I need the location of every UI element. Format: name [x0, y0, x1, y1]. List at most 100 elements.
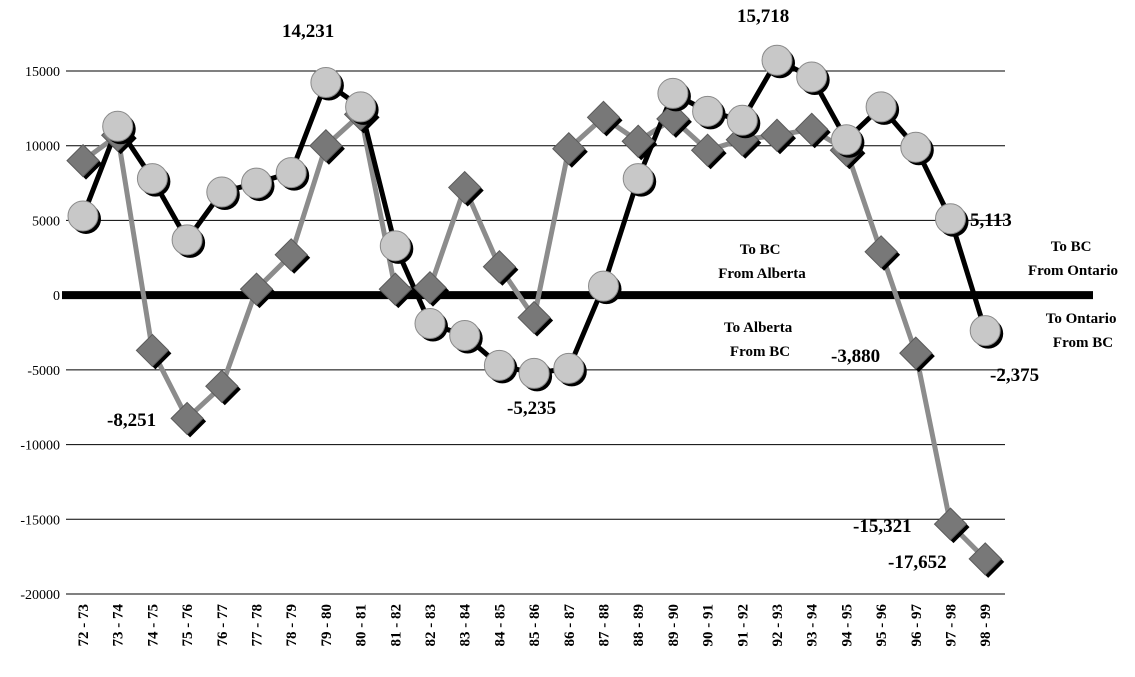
data-point-circle — [900, 131, 932, 163]
data-point-diamond — [309, 129, 343, 163]
annotation-peak-1979: 14,231 — [282, 21, 334, 42]
data-point-circle — [414, 308, 446, 340]
data-point-diamond — [968, 542, 1002, 576]
data-point-circle — [830, 124, 862, 156]
x-tick-label: 74 - 75 — [145, 604, 161, 647]
data-point-diamond — [378, 272, 413, 306]
data-point-diamond — [482, 250, 517, 284]
x-tick-label: 95 - 96 — [874, 604, 890, 647]
data-point-diamond — [621, 124, 655, 158]
data-point-circle — [67, 200, 99, 232]
region-label-line: From Alberta — [718, 266, 806, 282]
y-tick-label: -5000 — [27, 364, 60, 379]
x-tick-label: 77 - 78 — [250, 604, 266, 647]
data-point-circle — [171, 224, 203, 256]
x-tick-label: 94 - 95 — [839, 604, 855, 647]
data-point-circle — [622, 163, 654, 195]
data-point-circle — [449, 319, 481, 351]
data-point-diamond — [690, 133, 725, 167]
data-point-diamond — [517, 300, 551, 335]
annotation-value-1998-ontario: -2,375 — [990, 365, 1039, 386]
region-label-line: To Alberta — [724, 320, 793, 336]
x-tick-label: 79 - 80 — [319, 604, 335, 647]
annotation-low-1975: -8,251 — [107, 410, 156, 431]
x-tick-label: 78 - 79 — [284, 604, 300, 647]
data-point-circle — [483, 349, 515, 381]
data-point-circle — [553, 352, 585, 384]
x-tick-label: 82 - 83 — [423, 604, 439, 647]
x-tick-label: 81 - 82 — [388, 604, 404, 647]
y-tick-label: -20000 — [20, 588, 60, 603]
data-point-circle — [136, 163, 168, 195]
x-tick-label: 84 - 85 — [492, 604, 508, 647]
annotation-value-1998-alberta: -17,652 — [888, 552, 947, 573]
data-point-diamond — [794, 112, 829, 146]
data-point-diamond — [170, 401, 204, 436]
data-point-diamond — [552, 131, 586, 166]
data-point-diamond — [447, 170, 482, 205]
x-tick-label: 97 - 98 — [944, 604, 960, 647]
data-point-diamond — [239, 272, 274, 306]
x-tick-label: 93 - 94 — [805, 604, 821, 647]
data-point-circle — [969, 315, 1001, 347]
x-tick-label: 90 - 91 — [701, 604, 717, 647]
series-layer — [66, 44, 1005, 578]
data-point-diamond — [586, 100, 621, 135]
data-point-diamond — [413, 270, 447, 305]
data-point-circle — [518, 357, 550, 389]
data-point-diamond — [760, 118, 794, 152]
region-label-line: To Ontario — [1046, 311, 1117, 327]
region-label-to-alberta-from-bc: To Alberta From BC — [724, 320, 796, 360]
region-label-line: To BC — [1051, 239, 1092, 255]
annotation-value-1997-alberta: -15,321 — [853, 516, 912, 537]
annotation-low-1985: -5,235 — [507, 398, 556, 419]
data-point-circle — [865, 91, 897, 123]
data-point-circle — [761, 44, 793, 76]
region-label-line: From Ontario — [1028, 263, 1118, 279]
x-axis-ticks: 72 - 73 73 - 74 74 - 75 75 - 76 76 - 77 77 - … — [76, 604, 994, 647]
data-point-diamond — [66, 143, 100, 178]
data-point-circle — [310, 66, 342, 98]
data-point-diamond — [205, 369, 239, 404]
y-axis-ticks: 15000 10000 5000 0 -5000 -10000 -15000 -20000 — [20, 65, 60, 603]
annotation-value-1997-ontario: 5,113 — [970, 210, 1012, 231]
data-point-circle — [379, 230, 411, 262]
data-point-circle — [345, 91, 377, 123]
data-point-diamond — [864, 235, 898, 269]
x-tick-label: 75 - 76 — [180, 604, 196, 647]
x-tick-label: 83 - 84 — [458, 604, 474, 647]
x-tick-label: 96 - 97 — [909, 604, 925, 647]
data-point-circle — [241, 167, 272, 199]
region-label-to-bc-from-ontario: To BC From Ontario — [1028, 239, 1118, 279]
data-point-diamond — [933, 507, 968, 541]
x-tick-label: 76 - 77 — [215, 604, 231, 647]
region-label-to-bc-from-alberta: To BC From Alberta — [718, 242, 806, 282]
x-tick-label: 87 - 88 — [597, 604, 613, 647]
data-point-diamond — [135, 333, 170, 368]
y-tick-label: 10000 — [25, 140, 60, 155]
data-point-circle — [275, 157, 307, 189]
annotation-peak-1992: 15,718 — [737, 6, 789, 27]
region-label-line: From BC — [1053, 335, 1113, 351]
data-point-circle — [588, 270, 619, 302]
x-tick-label: 89 - 90 — [666, 604, 682, 647]
data-point-circle — [935, 203, 966, 235]
x-tick-label: 73 - 74 — [111, 604, 127, 647]
x-tick-label: 72 - 73 — [76, 604, 92, 647]
data-point-circle — [102, 110, 134, 142]
data-point-circle — [796, 61, 828, 93]
x-tick-label: 80 - 81 — [354, 604, 370, 647]
data-point-circle — [206, 176, 238, 208]
x-tick-label: 88 - 89 — [631, 604, 647, 647]
data-point-diamond — [899, 336, 933, 370]
y-tick-label: 5000 — [32, 214, 60, 229]
region-label-line: From BC — [730, 344, 790, 360]
y-tick-label: 15000 — [25, 65, 60, 80]
y-tick-label: -15000 — [20, 513, 60, 528]
data-point-diamond — [656, 102, 690, 136]
x-tick-label: 98 - 99 — [978, 604, 994, 647]
data-point-diamond — [274, 238, 308, 272]
y-tick-label: 0 — [53, 289, 60, 304]
data-point-circle — [657, 77, 689, 109]
